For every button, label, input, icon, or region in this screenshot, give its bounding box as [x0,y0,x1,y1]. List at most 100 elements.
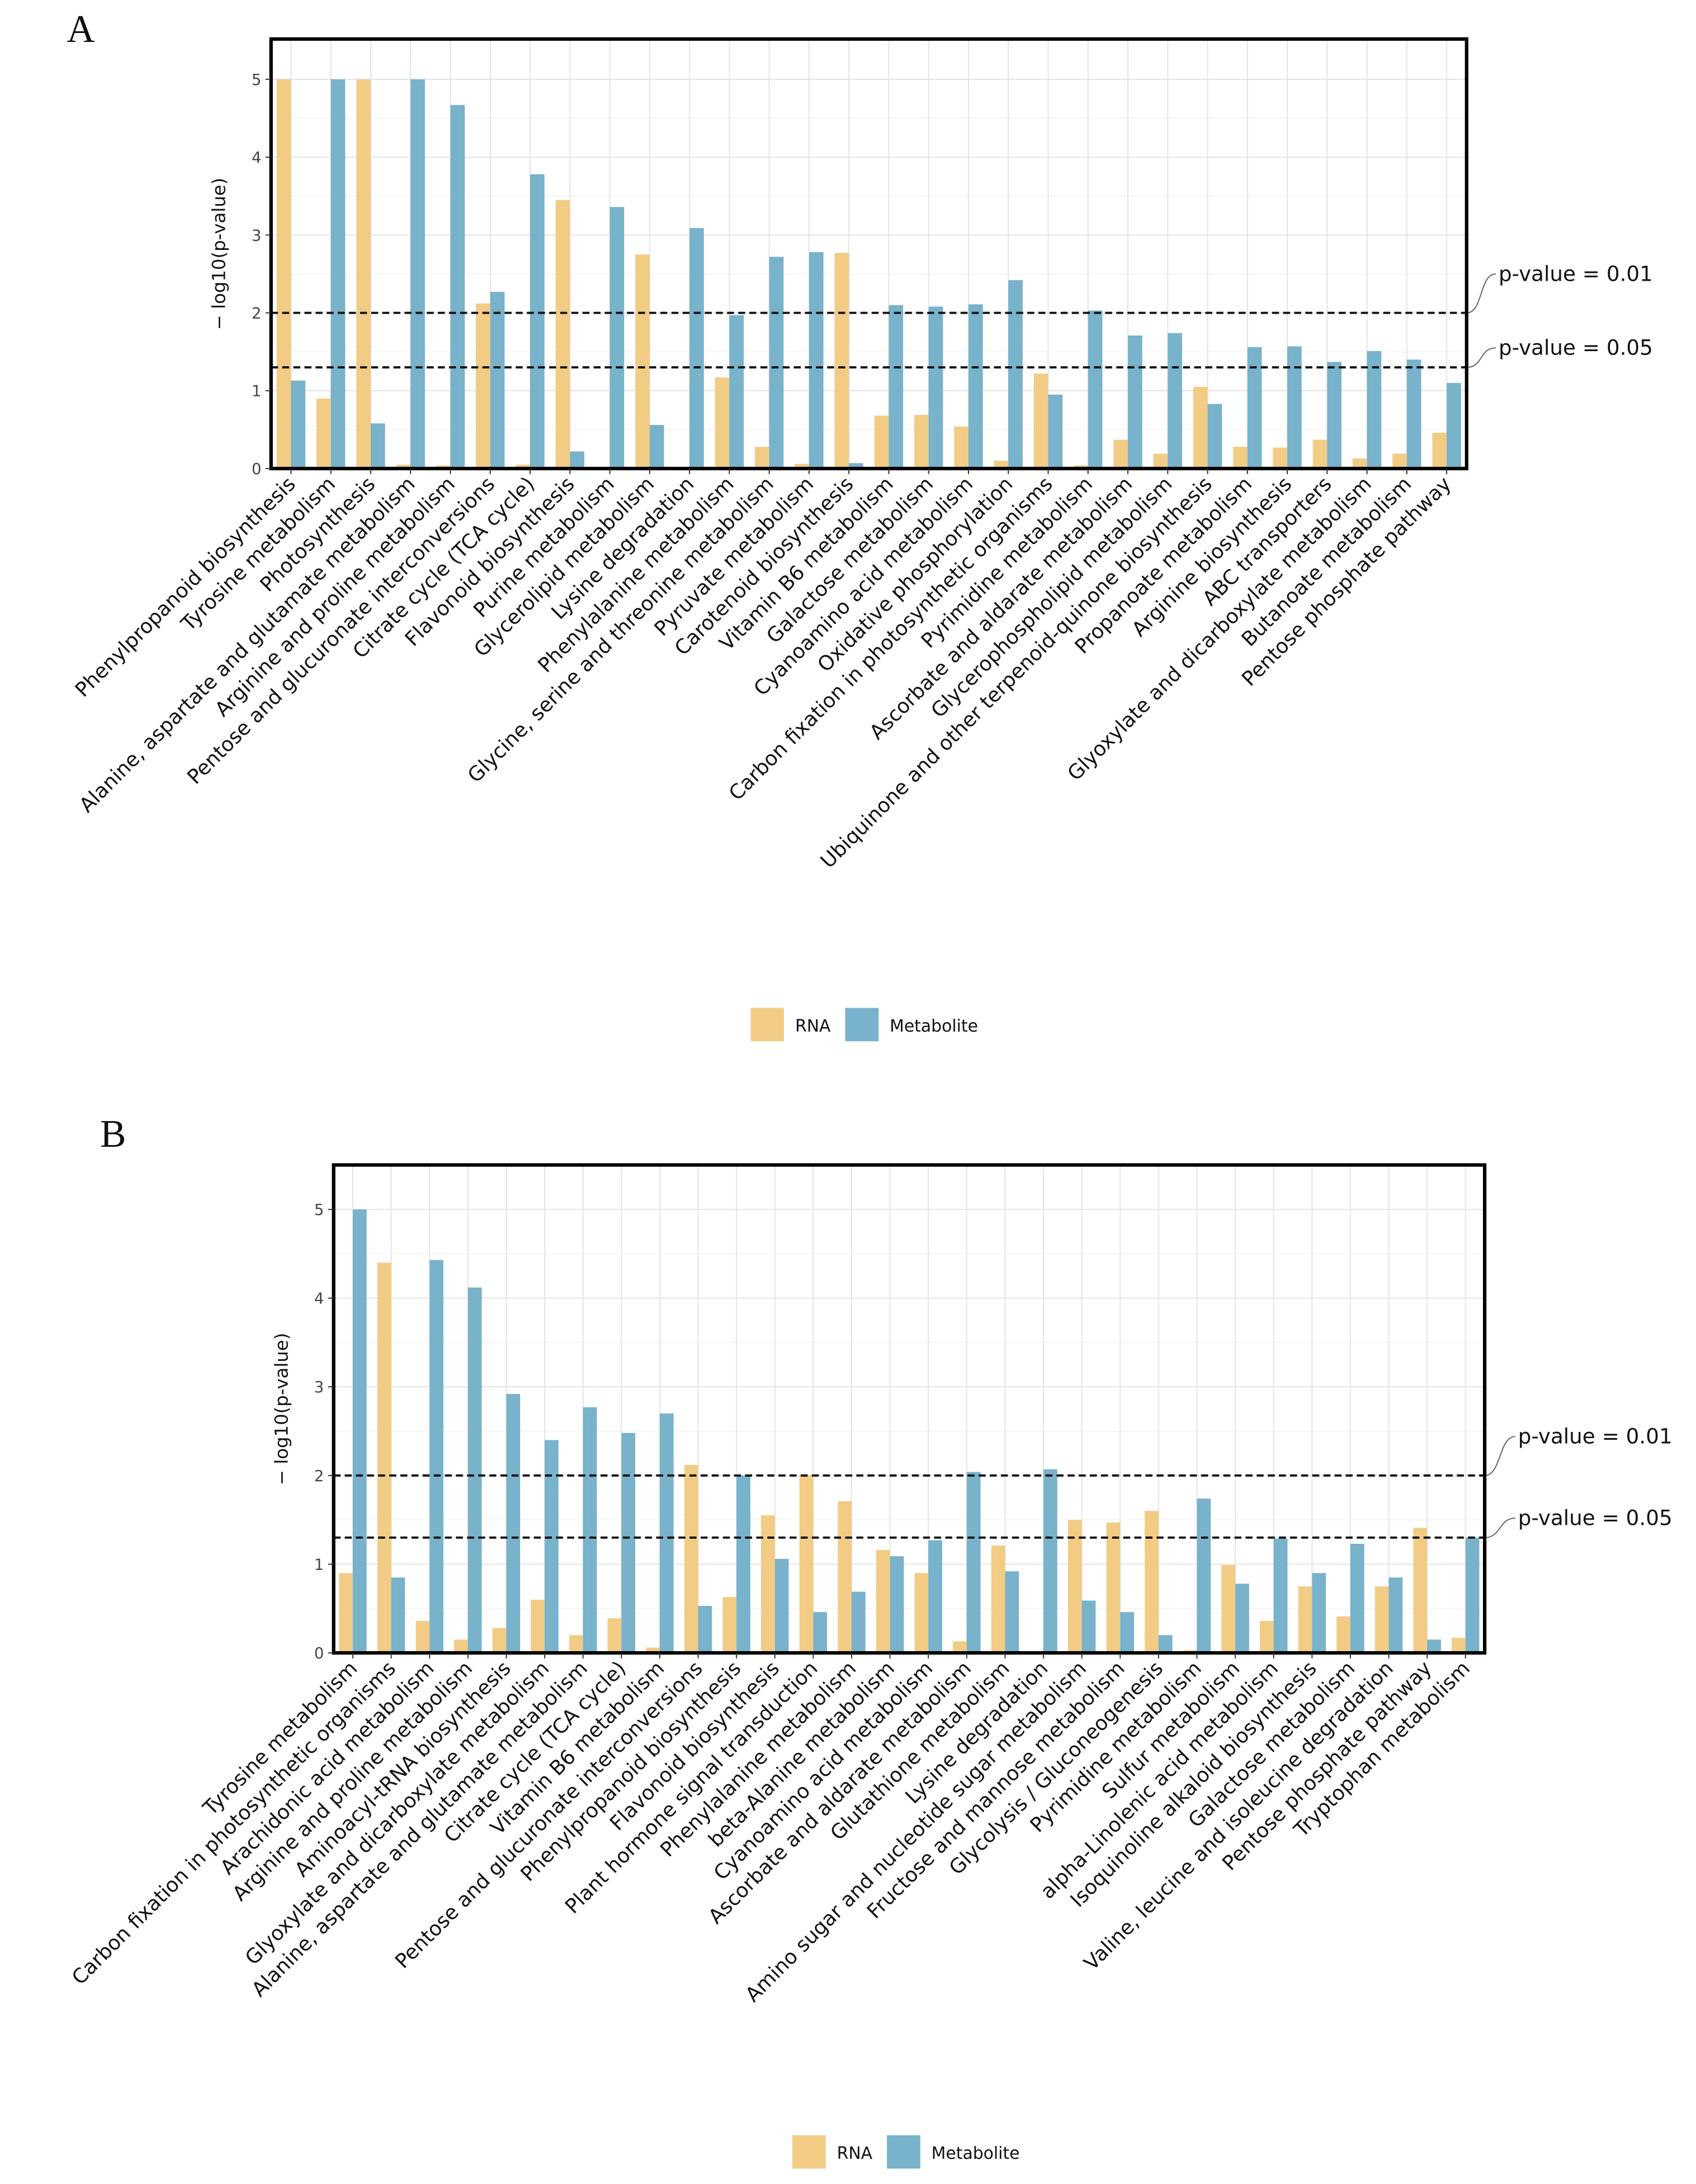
bar-rna [492,1628,507,1653]
y-tick-label: 2 [252,305,261,323]
bar-metabolite [330,79,346,469]
bar-rna [1145,1511,1159,1653]
bar-metabolite [1081,1600,1096,1653]
bar-metabolite [1197,1498,1211,1653]
bar-rna [454,1639,468,1653]
bar-rna [1221,1565,1236,1653]
threshold-label: p-value = 0.05 [1499,335,1653,360]
bar-metabolite [1008,280,1023,469]
bar-metabolite [1235,1583,1249,1653]
bar-metabolite [506,1393,521,1653]
legend-swatch-rna [792,2135,826,2169]
bar-rna [415,1621,430,1653]
y-tick-label: 0 [314,1645,324,1662]
bar-rna [531,1599,545,1653]
bar-metabolite [729,315,744,469]
bar-rna [646,1647,660,1653]
plot-frame [332,1163,1487,1655]
bar-rna [715,377,730,469]
bar-metabolite [1120,1612,1134,1653]
bar-metabolite [813,1612,828,1653]
bar-rna [684,1464,698,1653]
y-axis-label: − log10(p-value) [209,178,230,330]
bar-rna [1233,447,1248,469]
threshold-label: p-value = 0.05 [1518,1506,1673,1530]
bar-rna [607,1618,622,1653]
bar-rna [1260,1621,1274,1653]
bar-rna [761,1515,775,1653]
bar-metabolite [889,305,904,469]
bar-rna [876,1550,890,1653]
y-tick-label: 1 [314,1556,324,1573]
bar-metabolite [1168,333,1182,469]
bar-metabolite [291,380,306,469]
bar-rna [795,464,809,469]
bar-metabolite [1350,1544,1364,1653]
bar-metabolite [1388,1577,1403,1653]
bar-rna [1273,447,1288,469]
y-tick-label: 5 [314,1202,324,1219]
chart-panel-a: Ap-value = 0.01 p-value = 0.05 0 1 2 3 4 5 − log… [67,8,1653,1042]
legend-swatch-metabolite [887,2135,920,2169]
bar-metabolite [736,1475,750,1653]
bar-metabolite [1043,1469,1057,1653]
threshold-leader [1485,1518,1515,1538]
bar-rna [838,1501,852,1653]
chart-panel-b: Bp-value = 0.01 p-value = 0.05 0 1 2 3 4 5 − log… [68,1113,1673,2169]
y-tick-label: 1 [252,383,261,400]
legend-swatch-metabolite [845,1008,879,1042]
bar-metabolite [450,105,465,469]
bar-metabolite [1465,1537,1480,1653]
bar-metabolite [1247,347,1262,469]
y-tick-label: 2 [314,1468,324,1485]
bar-metabolite [1273,1538,1288,1653]
bar-metabolite [570,451,584,469]
bar-metabolite [968,304,983,469]
bar-rna [1452,1638,1466,1653]
bar-rna [1374,1586,1389,1653]
bar-rna [555,200,570,469]
bar-metabolite [1128,335,1142,469]
bar-metabolite [849,463,863,469]
bar-metabolite [1327,362,1342,469]
bar-rna [316,398,331,469]
bar-metabolite [352,1209,367,1653]
bar-rna [1312,439,1327,469]
bar-rna [276,79,291,469]
bar-metabolite [545,1440,559,1653]
bar-metabolite [689,228,704,469]
bar-metabolite [370,423,385,469]
bar-rna [1413,1528,1428,1653]
bar-rna [1392,453,1407,469]
bar-metabolite [769,257,784,469]
bar-metabolite [583,1407,597,1653]
bar-rna [953,1641,967,1653]
y-tick-label: 3 [314,1379,324,1396]
bar-metabolite [391,1577,405,1653]
bar-metabolite [410,79,425,469]
bar-rna [569,1635,583,1653]
bar-rna [914,414,929,469]
bar-rna [396,465,411,469]
bar-metabolite [890,1556,904,1653]
bar-rna [874,415,889,469]
bar-metabolite [928,306,943,469]
bar-rna [377,1263,391,1653]
bar-rna [339,1573,353,1653]
bar-metabolite [698,1606,712,1653]
bar-rna [994,461,1009,469]
bar-rna [991,1545,1005,1653]
bar-metabolite [621,1433,635,1653]
bar-metabolite [610,207,625,469]
bar-metabolite [966,1472,981,1653]
bar-metabolite [1048,394,1063,469]
y-tick-label: 3 [252,227,261,244]
bar-rna [1298,1586,1312,1653]
bar-rna [914,1573,929,1653]
bar-rna [1352,458,1367,469]
bar-metabolite [1005,1571,1019,1653]
y-tick-label: 5 [252,72,261,89]
threshold-leader [1466,347,1496,368]
bar-rna [834,253,849,469]
